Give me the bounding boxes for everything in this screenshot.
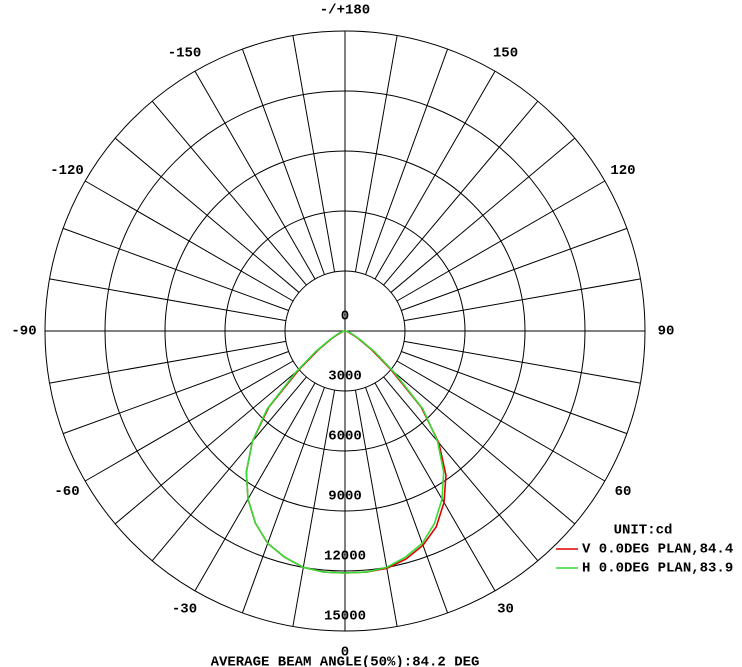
footer: AVERAGE BEAM ANGLE(50%):84.2 DEG [211,655,480,667]
ring [164,150,526,512]
theta-tick-label: -/+180 [320,3,370,19]
ring [224,210,466,452]
ring [104,90,586,572]
theta-tick-label: -60 [54,484,79,500]
theta-tick-label: 30 [497,602,514,618]
r-tick-label: 12000 [324,549,366,565]
theta-tick-label: -150 [168,46,202,62]
ring [284,270,406,392]
theta-tick-label: 150 [493,46,518,62]
intensity-curve [245,330,447,574]
theta-tick-label: 60 [615,484,632,500]
ring [44,30,646,632]
r-tick-label: 0 [341,309,349,325]
theta-tick-label: 120 [610,163,635,179]
r-tick-label: 3000 [328,369,362,385]
theta-tick-label: 0 [341,645,349,661]
theta-tick-label: 90 [658,324,675,340]
r-tick-label: 15000 [324,609,366,625]
theta-tick-label: -30 [172,602,197,618]
legend-label: H 0.0DEG PLAN,83.9 [582,561,733,577]
r-tick-label: 9000 [328,489,362,505]
legend-label: V 0.0DEG PLAN,84.4 [582,542,733,558]
theta-tick-label: -90 [11,324,36,340]
r-tick-label: 6000 [328,429,362,445]
theta-tick-label: -120 [50,163,84,179]
unit-label: UNIT:cd [614,523,673,539]
intensity-curve [245,330,445,574]
